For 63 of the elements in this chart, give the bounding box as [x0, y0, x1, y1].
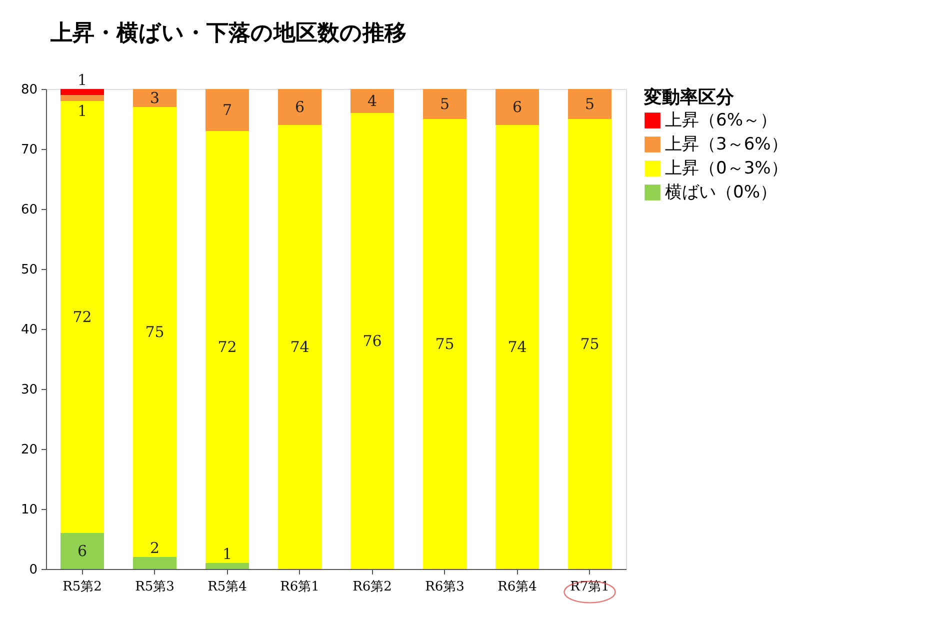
- bar: [60, 95, 104, 101]
- bar: [206, 563, 249, 569]
- data-label: 72: [218, 338, 237, 356]
- y-tick-label: 70: [20, 142, 38, 158]
- bar: [133, 107, 176, 557]
- bar: [423, 89, 466, 119]
- data-label: 6: [512, 98, 522, 116]
- bar: [133, 89, 176, 107]
- bar: [206, 131, 249, 563]
- y-tick-label: 60: [20, 202, 38, 218]
- x-tick-label: R6第3: [425, 580, 464, 594]
- data-label: 74: [290, 338, 310, 356]
- y-tick-label: 40: [20, 322, 38, 338]
- data-label: 1: [77, 71, 88, 89]
- legend-label: 上昇（6%～）: [665, 110, 777, 130]
- x-tick-label: R6第1: [280, 580, 320, 594]
- bar: [133, 557, 176, 569]
- data-label: 1: [77, 102, 88, 120]
- legend-label: 横ばい（0%）: [665, 182, 777, 202]
- y-tick-label: 80: [20, 82, 38, 98]
- y-tick-label: 0: [29, 562, 38, 578]
- bar: [60, 533, 104, 569]
- data-label: 6: [77, 542, 88, 560]
- y-tick-label: 50: [20, 262, 38, 278]
- data-label: 74: [508, 338, 527, 356]
- bar: [496, 89, 539, 125]
- legend-label: 上昇（0～3%）: [665, 158, 788, 178]
- data-label: 4: [367, 92, 378, 110]
- x-tick-label: R6第4: [498, 580, 537, 594]
- bar: [568, 119, 612, 569]
- x-tick-label: R7第1: [570, 580, 610, 594]
- legend-title: 変動率区分: [643, 87, 735, 108]
- bar: [278, 89, 322, 125]
- bar: [423, 119, 466, 569]
- bar: [60, 89, 104, 95]
- bar: [60, 101, 104, 533]
- x-tick-label: R6第2: [352, 580, 392, 594]
- data-label: 75: [145, 323, 164, 341]
- y-tick-label: 20: [20, 442, 38, 458]
- data-label: 7: [222, 101, 232, 119]
- bar: [568, 89, 612, 119]
- chart-title: 上昇・横ばい・下落の地区数の推移: [49, 21, 406, 46]
- data-label: 6: [294, 98, 305, 116]
- bar: [278, 125, 322, 569]
- legend-label: 上昇（3～6%）: [665, 134, 788, 154]
- data-label: 2: [150, 539, 160, 557]
- y-tick-label: 30: [20, 382, 38, 398]
- x-tick-label: R5第2: [62, 580, 102, 594]
- y-tick-label: 10: [20, 502, 38, 518]
- data-label: 3: [150, 89, 160, 107]
- bar: [496, 125, 539, 569]
- data-label: 72: [72, 308, 92, 326]
- data-label: 5: [584, 95, 595, 113]
- x-tick-label: R5第3: [135, 580, 174, 594]
- bar: [350, 89, 394, 113]
- data-label: 75: [580, 335, 600, 353]
- data-label: 75: [435, 335, 454, 353]
- data-label: 5: [440, 95, 450, 113]
- bar: [350, 113, 394, 569]
- data-label: 76: [362, 332, 382, 350]
- x-tick-label: R5第4: [208, 580, 247, 594]
- bar: [206, 89, 249, 131]
- data-label: 1: [222, 545, 232, 563]
